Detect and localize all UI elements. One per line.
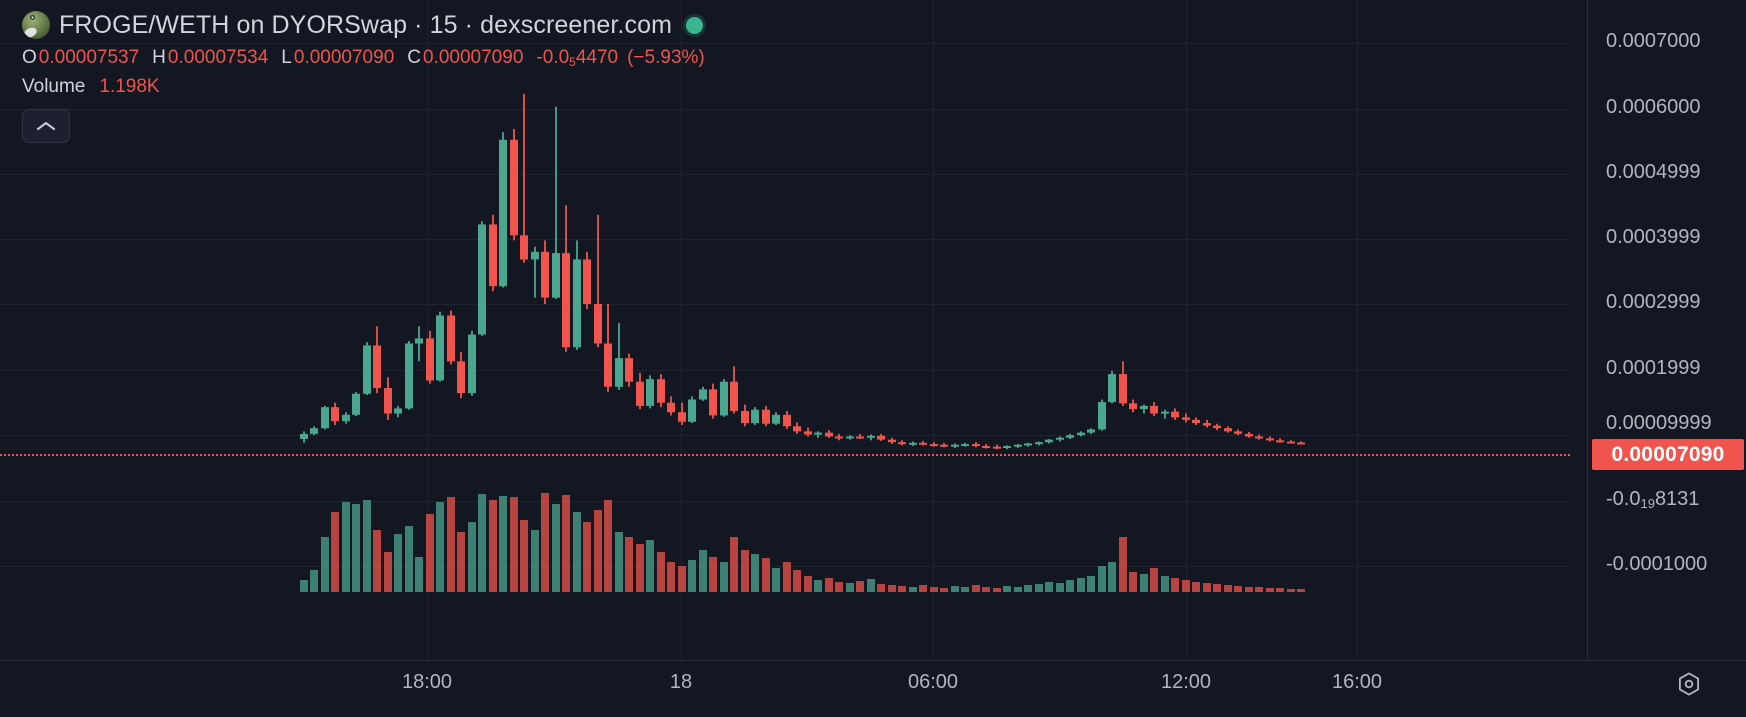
change-prefix: -0.0 xyxy=(536,47,570,68)
price-tick-label: -0.0198131 xyxy=(1606,488,1700,511)
chevron-up-icon xyxy=(36,121,56,131)
current-price-badge[interactable]: 0.00007090 xyxy=(1592,439,1744,470)
candlestick-series xyxy=(300,93,1305,592)
change-subscript: 5 xyxy=(569,55,576,69)
gridline-h xyxy=(0,501,1570,502)
price-tick-label: 0.00009999 xyxy=(1606,412,1712,434)
chart-legend-header: FROGE/WETH on DYORSwap · 15 · dexscreene… xyxy=(22,8,705,143)
gridline-h xyxy=(0,435,1570,436)
time-tick-label: 16:00 xyxy=(1331,671,1383,693)
price-axis-divider xyxy=(1587,0,1588,660)
page-title: FROGE/WETH on DYORSwap · 15 · dexscreene… xyxy=(59,10,673,39)
ohlc-change: -0.054470 (−5.93%) xyxy=(536,47,704,69)
collapse-legend-button[interactable] xyxy=(22,109,70,143)
gridline-h xyxy=(0,174,1570,175)
time-tick-label: 12:00 xyxy=(1160,671,1212,693)
price-tick-label: 0.0004999 xyxy=(1606,161,1701,183)
chart-plot-area[interactable] xyxy=(0,0,1570,660)
ohlc-value-close: 0.00007090 xyxy=(423,47,524,68)
ohlc-value-open: 0.00007537 xyxy=(38,47,140,68)
price-tick-label: 0.0003999 xyxy=(1606,226,1701,248)
time-axis[interactable]: 18:00 18 06:00 12:00 16:00 xyxy=(0,661,1746,717)
time-axis-divider xyxy=(0,660,1746,661)
ohlc-value-low: 0.00007090 xyxy=(293,47,395,68)
change-percent: (−5.93%) xyxy=(627,47,705,68)
price-tick-label: 0.0002999 xyxy=(1606,291,1701,313)
settings-gear-icon[interactable] xyxy=(1676,671,1702,697)
time-tick-label: 18:00 xyxy=(401,671,453,693)
gridline-h xyxy=(0,370,1570,371)
ohlc-label-high: H xyxy=(152,47,166,68)
gridline-v xyxy=(427,0,428,660)
volume-row: Volume 1.198K xyxy=(22,76,705,98)
change-rest: 4470 xyxy=(575,47,619,68)
gridline-h xyxy=(0,109,1570,110)
ohlc-label-low: L xyxy=(281,47,292,68)
ohlc-value-high: 0.00007534 xyxy=(167,47,269,68)
title-row: FROGE/WETH on DYORSwap · 15 · dexscreene… xyxy=(22,8,705,42)
gridline-v xyxy=(933,0,934,660)
current-price-line xyxy=(0,454,1570,456)
frog-token-logo-icon xyxy=(22,11,50,39)
time-tick-label: 18 xyxy=(669,671,693,693)
live-status-dot-icon xyxy=(686,16,704,34)
volume-value: 1.198K xyxy=(99,76,160,97)
price-tick-label: -0.0001000 xyxy=(1606,553,1708,575)
gridline-h xyxy=(0,304,1570,305)
time-tick-label: 06:00 xyxy=(907,671,959,693)
price-axis[interactable]: 0.0007000 0.0006000 0.0004999 0.0003999 … xyxy=(1588,0,1746,660)
gridline-v xyxy=(1186,0,1187,660)
ohlc-label-open: O xyxy=(22,47,37,68)
gridline-h xyxy=(0,239,1570,240)
gridline-v xyxy=(1357,0,1358,660)
price-tick-label: 0.0007000 xyxy=(1606,30,1701,52)
volume-label: Volume xyxy=(22,76,86,97)
price-tick-label: 0.0006000 xyxy=(1606,96,1701,118)
ohlc-label-close: C xyxy=(407,47,421,68)
ohlc-row: O 0.00007537 H 0.00007534 L 0.00007090 C… xyxy=(22,47,705,69)
gridline-h xyxy=(0,43,1570,44)
price-tick-label: 0.0001999 xyxy=(1606,357,1701,379)
gridline-v xyxy=(681,0,682,660)
